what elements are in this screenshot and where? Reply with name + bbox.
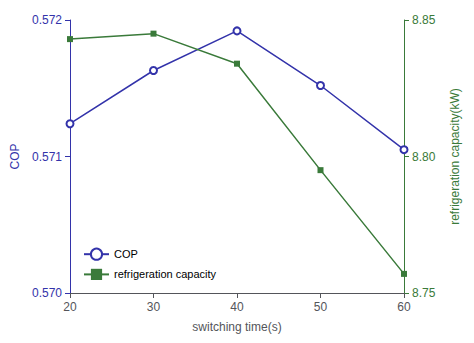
svg-text:0.570: 0.570 <box>32 286 62 300</box>
svg-text:60: 60 <box>397 300 411 314</box>
svg-text:30: 30 <box>147 300 161 314</box>
svg-text:8.80: 8.80 <box>412 150 436 164</box>
svg-text:8.75: 8.75 <box>412 286 436 300</box>
svg-text:40: 40 <box>230 300 244 314</box>
svg-text:refrigeration capacity(kW): refrigeration capacity(kW) <box>448 88 462 225</box>
svg-text:COP: COP <box>114 248 138 260</box>
svg-text:0.572: 0.572 <box>32 13 62 27</box>
svg-text:50: 50 <box>314 300 328 314</box>
svg-text:refrigeration capacity: refrigeration capacity <box>114 268 217 280</box>
svg-text:20: 20 <box>63 300 77 314</box>
svg-text:switching time(s): switching time(s) <box>192 320 281 334</box>
svg-text:0.571: 0.571 <box>32 150 62 164</box>
svg-text:8.85: 8.85 <box>412 13 436 27</box>
svg-text:COP: COP <box>8 143 22 169</box>
